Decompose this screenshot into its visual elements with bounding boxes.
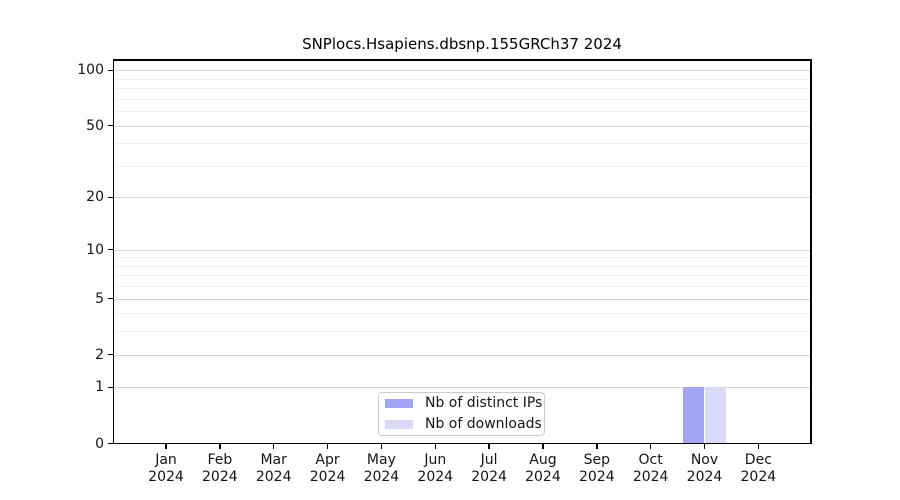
y-gridline-major — [113, 197, 811, 199]
x-tick-month: Jul — [480, 452, 498, 468]
y-tick-label: 1 — [95, 379, 104, 396]
y-gridline-minor — [113, 78, 811, 80]
y-tick-mark — [107, 248, 113, 251]
y-gridline-minor — [113, 88, 811, 90]
y-tick-mark — [107, 386, 113, 389]
y-gridline-major — [113, 298, 811, 300]
axis-spine — [112, 59, 115, 445]
x-tick-month: Jan — [155, 452, 177, 468]
plot-area — [113, 60, 811, 444]
x-tick-year: 2024 — [578, 468, 615, 485]
x-tick-label: Mar 2024 — [234, 452, 314, 485]
x-tick-label: May 2024 — [341, 452, 421, 485]
y-tick-mark — [107, 124, 113, 127]
x-tick-label: Jan 2024 — [126, 452, 206, 485]
x-tick-mark — [219, 443, 221, 449]
x-tick-label: Feb 2024 — [180, 452, 260, 485]
y-gridline-minor — [113, 111, 811, 113]
axis-spine — [112, 442, 812, 445]
x-tick-year: 2024 — [363, 468, 400, 485]
y-tick-label: 20 — [86, 189, 104, 206]
x-tick-month: Nov — [690, 452, 719, 468]
x-tick-mark — [380, 443, 383, 449]
bar-downloads — [704, 387, 727, 444]
y-tick-label: 2 — [95, 346, 104, 363]
x-tick-mark — [488, 443, 490, 449]
legend-label: Nb of distinct IPs — [425, 395, 543, 412]
legend-swatch — [385, 398, 413, 408]
y-tick-mark — [107, 353, 113, 356]
legend-item: Nb of downloads — [385, 414, 544, 435]
x-tick-year: 2024 — [525, 468, 561, 485]
x-tick-year: 2024 — [202, 468, 238, 485]
x-tick-month: Dec — [744, 452, 772, 468]
x-tick-mark — [649, 443, 652, 449]
x-tick-label: Apr 2024 — [288, 452, 368, 485]
chart-title: SNPlocs.Hsapiens.dbsnp.155GRCh37 2024 — [302, 35, 622, 53]
y-gridline-minor — [113, 257, 811, 259]
x-tick-year: 2024 — [471, 468, 507, 485]
y-tick-mark — [107, 196, 113, 199]
legend-item: Nb of distinct IPs — [385, 393, 544, 414]
y-gridline-major — [113, 249, 811, 251]
x-tick-year: 2024 — [255, 468, 292, 485]
x-tick-label: Nov 2024 — [665, 452, 745, 485]
x-tick-year: 2024 — [740, 468, 777, 485]
y-tick-mark — [107, 297, 113, 300]
y-gridline-minor — [113, 165, 811, 167]
y-tick-label: 50 — [86, 117, 104, 134]
x-tick-month: Jun — [424, 452, 447, 468]
x-tick-year: 2024 — [417, 468, 454, 485]
x-tick-month: Sep — [583, 452, 610, 468]
x-tick-month: Oct — [638, 452, 663, 468]
y-tick-mark — [107, 442, 113, 445]
y-tick-label: 0 — [95, 435, 104, 452]
y-gridline-minor — [113, 331, 811, 333]
bar-distinct-ips — [682, 387, 705, 444]
y-gridline-minor — [113, 286, 811, 288]
x-tick-year: 2024 — [148, 468, 184, 485]
x-tick-label: Jun 2024 — [395, 452, 475, 485]
x-tick-label: Sep 2024 — [557, 452, 637, 485]
y-tick-label: 5 — [95, 290, 104, 307]
x-tick-month: Apr — [315, 452, 340, 468]
axis-spine — [112, 59, 812, 61]
x-tick-month: May — [366, 452, 396, 468]
y-gridline-major — [113, 125, 811, 127]
x-tick-month: Aug — [529, 452, 557, 468]
y-tick-label: 10 — [86, 241, 104, 258]
x-tick-label: Oct 2024 — [611, 452, 691, 485]
x-tick-mark — [434, 443, 436, 449]
y-gridline-major — [113, 387, 811, 389]
y-gridline-major — [113, 354, 811, 356]
x-tick-mark — [703, 443, 706, 449]
y-tick-mark — [107, 69, 113, 72]
x-tick-mark — [596, 443, 598, 449]
y-gridline-minor — [113, 275, 811, 277]
x-tick-mark — [542, 443, 544, 449]
x-tick-label: Dec 2024 — [718, 452, 798, 485]
y-gridline-minor — [113, 265, 811, 267]
y-gridline-minor — [113, 98, 811, 100]
y-gridline-minor — [113, 313, 811, 315]
y-gridline-minor — [113, 143, 811, 145]
legend-label: Nb of downloads — [425, 416, 542, 433]
x-tick-mark — [165, 443, 167, 449]
x-tick-mark — [272, 443, 275, 449]
legend: Nb of distinct IPs Nb of downloads — [378, 391, 545, 436]
x-tick-label: Aug 2024 — [503, 452, 583, 485]
y-tick-label: 100 — [77, 62, 104, 79]
x-tick-month: Feb — [207, 452, 233, 468]
axis-spine — [810, 59, 812, 445]
y-gridline-major — [113, 70, 811, 72]
x-tick-label: Jul 2024 — [449, 452, 529, 485]
x-tick-year: 2024 — [686, 468, 723, 485]
x-tick-mark — [326, 443, 329, 449]
x-tick-year: 2024 — [632, 468, 669, 485]
legend-swatch — [385, 419, 413, 429]
x-tick-month: Mar — [260, 452, 287, 468]
x-tick-mark — [757, 443, 760, 449]
x-tick-year: 2024 — [309, 468, 346, 485]
